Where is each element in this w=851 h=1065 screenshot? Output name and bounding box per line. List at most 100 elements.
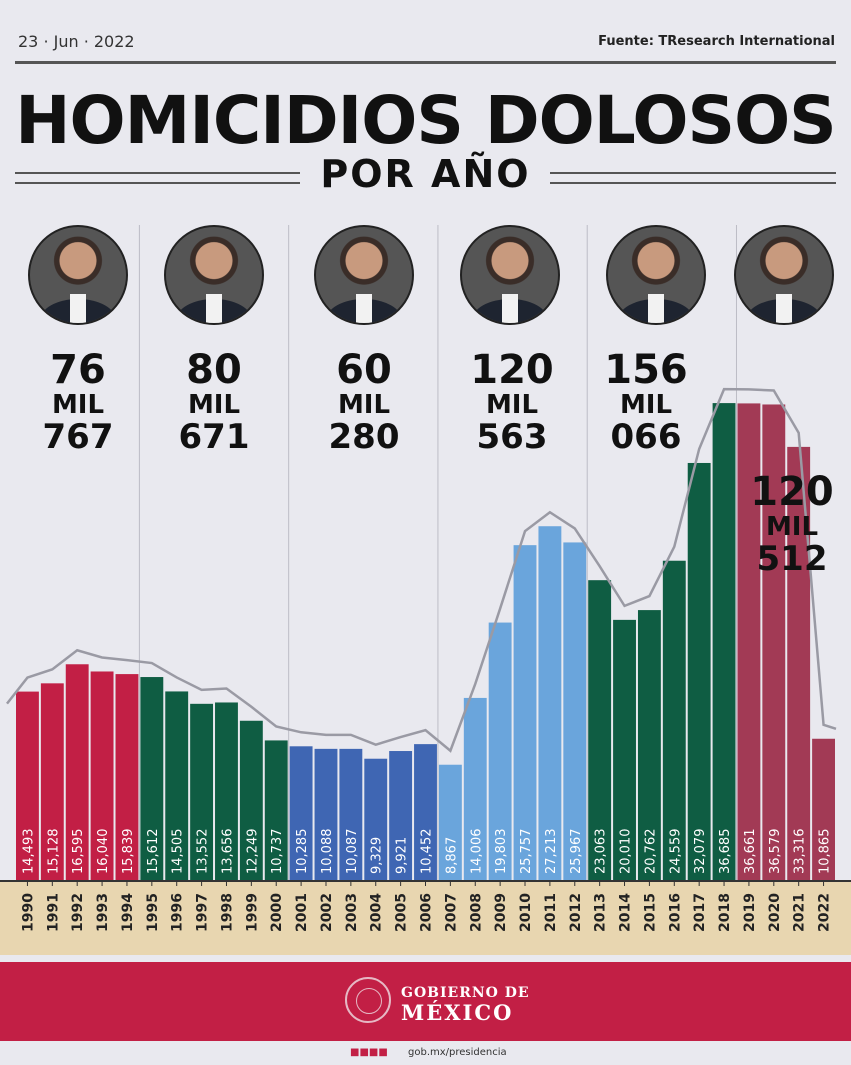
data-label-2005: 9,921 bbox=[395, 837, 410, 874]
data-label-2011: 27,213 bbox=[544, 829, 559, 875]
bar-1996 bbox=[165, 691, 189, 880]
tick-label-1999: 1999 bbox=[244, 893, 260, 932]
tick-label-2013: 2013 bbox=[593, 893, 609, 932]
website-link[interactable]: gob.mx/presidencia bbox=[408, 1047, 507, 1058]
period-total-2-unit: MIL bbox=[187, 390, 241, 420]
period-total-1-rest: 767 bbox=[42, 417, 114, 457]
tick-label-2020: 2020 bbox=[767, 893, 783, 932]
data-label-1992: 16,595 bbox=[71, 829, 86, 875]
data-label-1997: 13,552 bbox=[196, 829, 211, 875]
period-total-3: 60 MIL 280 bbox=[304, 350, 424, 454]
period-total-6-number: 120 bbox=[750, 469, 834, 515]
tick-label-2015: 2015 bbox=[642, 893, 658, 932]
footer-band bbox=[0, 962, 851, 1041]
tick-label-2010: 2010 bbox=[518, 893, 534, 932]
bar-2002 bbox=[314, 748, 338, 880]
tick-label-2007: 2007 bbox=[443, 893, 459, 932]
bar-2010 bbox=[513, 545, 537, 880]
tick-label-2018: 2018 bbox=[717, 893, 733, 932]
data-label-1998: 13,656 bbox=[220, 829, 235, 875]
subtitle-rule-left-bottom bbox=[15, 182, 300, 184]
data-label-2008: 14,006 bbox=[469, 829, 484, 875]
portrait-3-avatar bbox=[314, 225, 414, 325]
data-label-2020: 36,579 bbox=[768, 829, 783, 875]
data-label-1999: 12,249 bbox=[245, 829, 260, 875]
bar-2004 bbox=[364, 758, 388, 880]
period-total-6-rest: 512 bbox=[756, 539, 828, 579]
data-label-2022: 10,865 bbox=[818, 829, 833, 875]
data-label-1994: 15,839 bbox=[121, 829, 136, 875]
bar-1992 bbox=[65, 664, 89, 880]
bar-1991 bbox=[40, 683, 64, 880]
subtitle-rule-left-top bbox=[15, 172, 300, 174]
period-total-2: 80 MIL 671 bbox=[154, 350, 274, 454]
tick-label-1994: 1994 bbox=[120, 893, 136, 932]
tick-label-2021: 2021 bbox=[792, 893, 808, 932]
data-label-2012: 25,967 bbox=[569, 829, 584, 875]
tick-label-2016: 2016 bbox=[667, 893, 683, 932]
period-total-5-unit: MIL bbox=[619, 390, 673, 420]
data-label-1996: 14,505 bbox=[171, 829, 186, 875]
period-total-2-rest: 671 bbox=[178, 417, 250, 457]
tick-label-2017: 2017 bbox=[692, 893, 708, 932]
bar-1997 bbox=[190, 703, 214, 880]
data-label-2003: 10,087 bbox=[345, 829, 360, 875]
tick-label-1996: 1996 bbox=[170, 893, 186, 932]
tick-label-1998: 1998 bbox=[219, 893, 235, 932]
bar-2000 bbox=[264, 740, 288, 880]
data-label-1991: 15,128 bbox=[46, 829, 61, 875]
bar-1998 bbox=[215, 702, 238, 880]
bar-2001 bbox=[289, 746, 313, 880]
mexico-emblem-icon bbox=[345, 977, 391, 1023]
social-icons[interactable]: ■■■■ bbox=[350, 1047, 388, 1058]
bar-1999 bbox=[239, 720, 263, 880]
period-total-5-number: 156 bbox=[604, 347, 688, 393]
trend-line bbox=[6, 387, 837, 753]
bar-2016 bbox=[662, 560, 686, 880]
bar-2005 bbox=[389, 751, 413, 880]
tick-label-2003: 2003 bbox=[344, 893, 360, 932]
tick-label-2004: 2004 bbox=[369, 893, 385, 932]
period-total-2-number: 80 bbox=[186, 347, 242, 393]
tick-label-2009: 2009 bbox=[493, 893, 509, 932]
period-total-1: 76 MIL 767 bbox=[18, 350, 138, 454]
bar-2006 bbox=[414, 744, 437, 880]
tick-label-1992: 1992 bbox=[70, 893, 86, 932]
data-label-1995: 15,612 bbox=[146, 829, 161, 875]
tick-label-2011: 2011 bbox=[543, 893, 559, 932]
data-label-2010: 25,757 bbox=[519, 829, 534, 875]
bar-2011 bbox=[538, 526, 562, 880]
data-label-2009: 19,803 bbox=[494, 829, 509, 875]
tick-label-2002: 2002 bbox=[319, 893, 335, 932]
tick-label-2012: 2012 bbox=[568, 893, 584, 932]
chart-subtitle: POR AÑO bbox=[320, 152, 531, 196]
tick-label-2001: 2001 bbox=[294, 893, 310, 932]
bar-2018 bbox=[712, 403, 736, 880]
data-label-2013: 23,063 bbox=[594, 829, 609, 875]
tick-label-1997: 1997 bbox=[195, 893, 211, 932]
data-label-2004: 9,329 bbox=[370, 837, 385, 874]
bar-1995 bbox=[140, 677, 164, 880]
data-label-2017: 32,079 bbox=[693, 829, 708, 875]
subtitle-rule-right-bottom bbox=[550, 182, 836, 184]
bar-2008 bbox=[463, 697, 487, 880]
tick-label-2000: 2000 bbox=[269, 893, 285, 932]
period-total-4: 120 MIL 563 bbox=[452, 350, 572, 454]
data-label-2021: 33,316 bbox=[793, 829, 808, 875]
period-total-6: 120 MIL 512 bbox=[732, 472, 851, 576]
portrait-6-avatar bbox=[734, 225, 834, 325]
period-total-3-rest: 280 bbox=[328, 417, 400, 457]
bar-2009 bbox=[488, 622, 512, 880]
date-label: 23 · Jun · 2022 bbox=[18, 32, 135, 51]
bar-2014 bbox=[613, 619, 636, 880]
data-label-2016: 24,559 bbox=[668, 829, 683, 875]
tick-label-2014: 2014 bbox=[618, 893, 634, 932]
bar-2022 bbox=[812, 738, 835, 880]
period-total-6-unit: MIL bbox=[765, 512, 819, 542]
tick-label-2022: 2022 bbox=[817, 893, 833, 932]
period-total-3-number: 60 bbox=[336, 347, 392, 393]
tick-label-2006: 2006 bbox=[419, 893, 435, 932]
portrait-1-avatar bbox=[28, 225, 128, 325]
data-label-1993: 16,040 bbox=[96, 829, 111, 875]
tick-label-1991: 1991 bbox=[45, 893, 61, 932]
